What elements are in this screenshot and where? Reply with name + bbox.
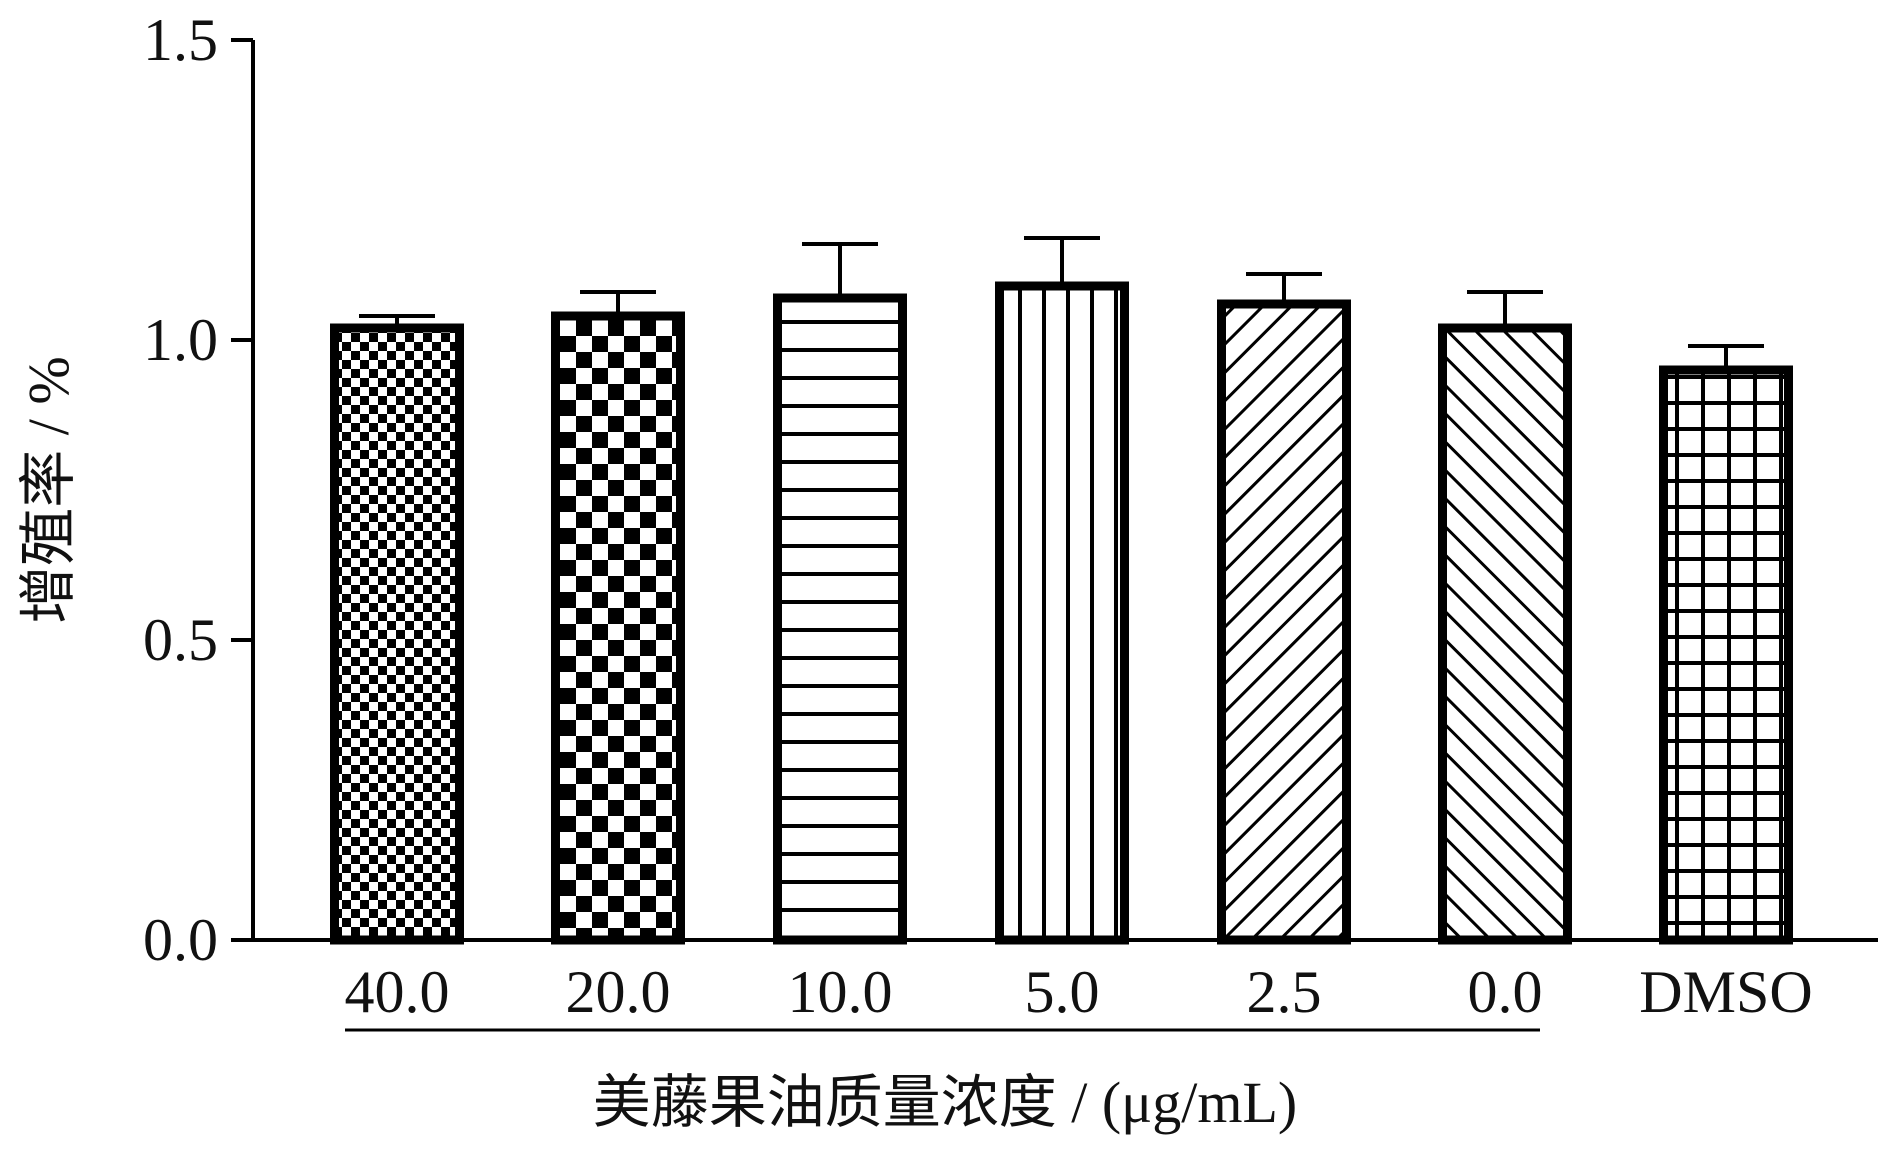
bar: [1438, 323, 1572, 945]
bar: [551, 311, 685, 945]
y-tick-label: 0.0: [143, 907, 218, 973]
y-tick-label: 1.5: [143, 7, 218, 73]
y-tick-label: 0.5: [143, 607, 218, 673]
bar: [773, 293, 907, 945]
axes-group: [251, 40, 1878, 942]
x-axis-title: 美藤果油质量浓度 / (μg/mL): [593, 1070, 1298, 1135]
error-bar: [1467, 290, 1543, 328]
x-category-label: DMSO: [1639, 959, 1812, 1025]
bar: [1659, 365, 1793, 945]
x-category-labels: 40.0 20.0 10.0 5.0 2.5 0.0 DMSO: [345, 959, 1813, 1025]
bar: [1217, 299, 1351, 945]
error-bar: [359, 314, 435, 328]
error-bar: [1024, 236, 1100, 286]
x-category-label: 0.0: [1468, 959, 1543, 1025]
x-category-label: 20.0: [566, 959, 671, 1025]
error-bar: [1688, 344, 1764, 370]
y-axis-title: 增殖率 / %: [16, 356, 81, 623]
error-bar: [580, 290, 656, 316]
x-category-label: 10.0: [788, 959, 893, 1025]
x-category-label: 2.5: [1247, 959, 1322, 1025]
error-bar: [1246, 272, 1322, 304]
error-bars-group: [359, 236, 1764, 370]
bar: [330, 323, 464, 945]
error-bar: [802, 242, 878, 298]
x-category-label: 40.0: [345, 959, 450, 1025]
bars-group: [330, 281, 1793, 945]
y-tick-label: 1.0: [143, 307, 218, 373]
bar: [995, 281, 1129, 945]
y-ticks-group: 0.0 0.5 1.0 1.5: [143, 7, 253, 973]
x-category-label: 5.0: [1025, 959, 1100, 1025]
